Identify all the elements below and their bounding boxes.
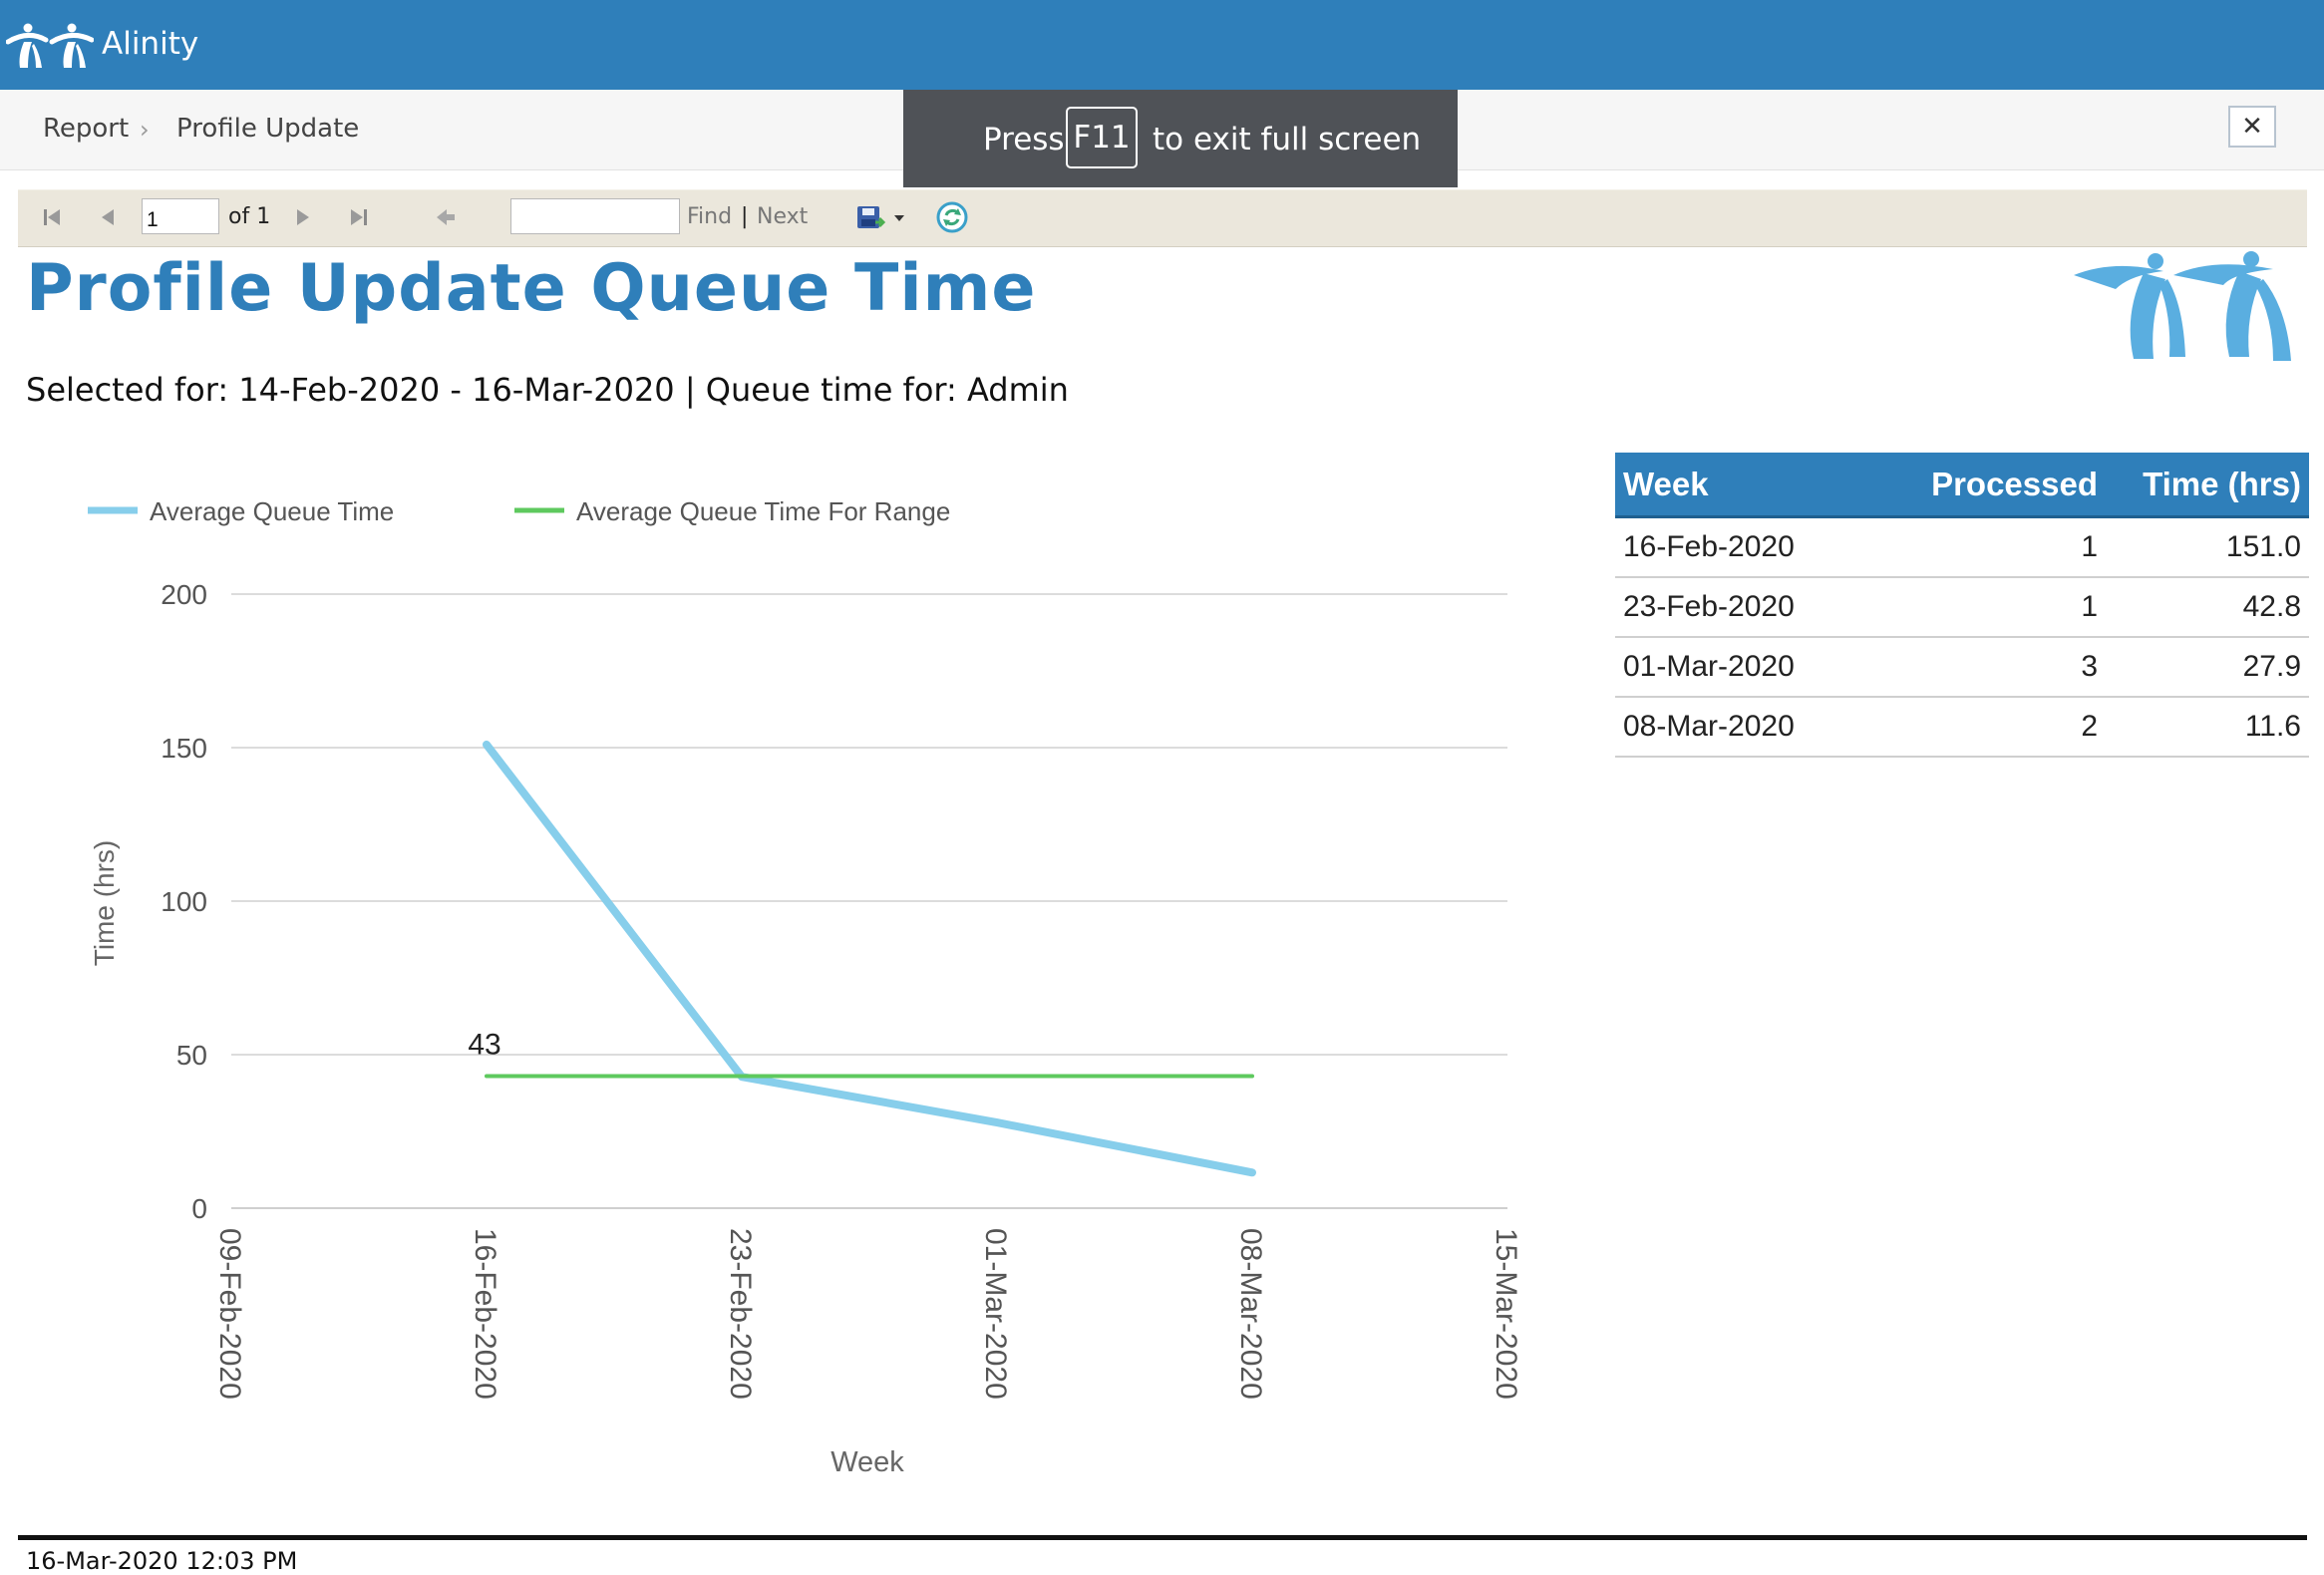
find-button[interactable]: Find (687, 204, 733, 229)
first-page-icon[interactable] (38, 200, 68, 234)
breadcrumb-report-link[interactable]: Report (43, 114, 130, 144)
back-to-parent-icon[interactable] (431, 200, 461, 234)
cell-time: 42.8 (2106, 577, 2309, 638)
legend-label: Average Queue Time For Range (576, 496, 950, 526)
find-input[interactable] (510, 198, 680, 234)
x-tick-label: 16-Feb-2020 (469, 1228, 501, 1400)
cell-processed: 1 (1860, 516, 2106, 578)
report-title: Profile Update Queue Time (26, 251, 1037, 326)
legend-label: Average Queue Time (150, 496, 394, 526)
previous-page-icon[interactable] (96, 200, 122, 234)
column-header-week: Week (1615, 453, 1860, 518)
queue-time-chart: 0 50 100 150 200 09-Feb-2020 16-Feb-2020 23-Feb… (88, 496, 1522, 1478)
column-header-time: Time (hrs) (2106, 453, 2309, 518)
table-row: 16-Feb-2020 1 151.0 (1615, 516, 2309, 578)
page-number-input[interactable] (142, 198, 219, 234)
cell-week: 01-Mar-2020 (1615, 637, 1860, 698)
y-tick-label: 150 (161, 733, 207, 764)
y-tick-label: 50 (176, 1040, 207, 1071)
cell-week: 08-Mar-2020 (1615, 697, 1860, 758)
cell-time: 27.9 (2106, 637, 2309, 698)
footer-divider (18, 1535, 2307, 1540)
cell-processed: 3 (1860, 637, 2106, 698)
alinity-logo-icon[interactable] (6, 22, 94, 70)
y-tick-label: 200 (161, 579, 207, 610)
y-axis-title: Time (hrs) (89, 840, 120, 967)
table-header-row: Week Processed Time (hrs) (1615, 453, 2309, 518)
y-tick-label: 0 (191, 1193, 207, 1224)
cell-week: 16-Feb-2020 (1615, 516, 1860, 578)
page-count-label: of 1 (228, 204, 271, 229)
app-header: Alinity (0, 0, 2324, 90)
report-logo-icon (2074, 251, 2291, 361)
find-next-divider: | (741, 204, 749, 229)
cell-time: 11.6 (2106, 697, 2309, 758)
x-tick-label: 08-Mar-2020 (1234, 1228, 1267, 1400)
breadcrumb-separator: › (140, 116, 150, 144)
cell-week: 23-Feb-2020 (1615, 577, 1860, 638)
y-tick-label: 100 (161, 886, 207, 917)
fullscreen-hint: Press F11 to exit full screen (903, 90, 1458, 187)
cell-processed: 2 (1860, 697, 2106, 758)
series-line-average-queue-time (483, 740, 1256, 1177)
x-tick-label: 01-Mar-2020 (979, 1228, 1012, 1400)
x-tick-label: 09-Feb-2020 (213, 1228, 246, 1400)
fullscreen-hint-press: Press (983, 122, 1065, 158)
report-subtitle: Selected for: 14-Feb-2020 - 16-Mar-2020 … (26, 371, 1069, 409)
last-page-icon[interactable] (343, 200, 373, 234)
refresh-icon[interactable] (935, 200, 969, 234)
cell-time: 151.0 (2106, 516, 2309, 578)
column-header-processed: Processed (1860, 453, 2106, 518)
app-name: Alinity (102, 26, 199, 62)
table-row: 08-Mar-2020 2 11.6 (1615, 697, 2309, 758)
breadcrumb-current-page: Profile Update (176, 114, 360, 144)
table-row: 23-Feb-2020 1 42.8 (1615, 577, 2309, 638)
close-button[interactable]: ✕ (2228, 106, 2276, 148)
data-label: 43 (468, 1029, 500, 1062)
export-dropdown-icon[interactable] (891, 200, 907, 234)
x-tick-label: 23-Feb-2020 (724, 1228, 757, 1400)
find-next-button[interactable]: Next (757, 204, 809, 229)
export-save-icon[interactable] (853, 200, 887, 234)
fullscreen-hint-text: to exit full screen (1153, 122, 1422, 158)
footer-timestamp: 16-Mar-2020 12:03 PM (26, 1547, 298, 1575)
next-page-icon[interactable] (289, 200, 315, 234)
table-row: 01-Mar-2020 3 27.9 (1615, 637, 2309, 698)
cell-processed: 1 (1860, 577, 2106, 638)
fullscreen-hint-key: F11 (1066, 107, 1138, 168)
x-axis-title: Week (830, 1446, 904, 1478)
weekly-queue-table: Week Processed Time (hrs) 16-Feb-2020 1 … (1615, 453, 2309, 758)
x-tick-label: 15-Mar-2020 (1490, 1228, 1522, 1400)
report-toolbar: of 1 Find | Next (18, 189, 2307, 247)
